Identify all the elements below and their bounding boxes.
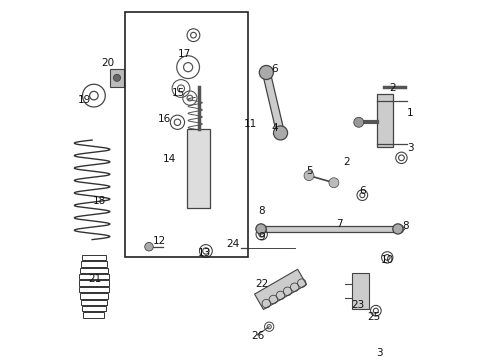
Circle shape (354, 117, 364, 127)
Bar (80, 293, 108, 299)
Bar (82, 306, 106, 311)
Bar (81, 300, 107, 305)
Circle shape (256, 224, 266, 234)
Text: 2: 2 (389, 84, 395, 94)
Bar (79, 274, 109, 279)
Text: 14: 14 (163, 154, 176, 163)
Bar (376, 94, 392, 147)
Bar (79, 287, 109, 292)
Circle shape (259, 66, 273, 80)
Polygon shape (255, 269, 307, 310)
Text: 7: 7 (336, 219, 343, 229)
Text: 24: 24 (226, 239, 240, 249)
Bar (110, 69, 124, 87)
Circle shape (329, 178, 339, 188)
Text: 1: 1 (407, 108, 414, 118)
Text: 11: 11 (245, 119, 258, 129)
Text: 5: 5 (306, 166, 313, 176)
Circle shape (275, 128, 284, 136)
Bar (352, 273, 369, 309)
Circle shape (304, 171, 314, 181)
Text: 2: 2 (343, 157, 349, 167)
Text: 19: 19 (78, 95, 91, 105)
Circle shape (395, 225, 404, 233)
Bar (79, 280, 109, 286)
Text: 6: 6 (271, 64, 277, 74)
Text: 18: 18 (93, 196, 106, 206)
Text: 25: 25 (368, 312, 381, 322)
Text: 3: 3 (376, 348, 383, 358)
Circle shape (114, 74, 121, 81)
Circle shape (273, 126, 288, 140)
Text: 22: 22 (255, 279, 268, 289)
Bar (82, 255, 106, 260)
Circle shape (258, 225, 267, 233)
Text: 12: 12 (153, 237, 167, 246)
Text: 6: 6 (360, 185, 366, 195)
Text: 13: 13 (198, 248, 211, 258)
Text: 9: 9 (259, 232, 265, 242)
Text: 26: 26 (251, 330, 265, 341)
Text: 10: 10 (381, 255, 394, 265)
Text: 8: 8 (402, 221, 409, 231)
Bar (80, 267, 108, 273)
Circle shape (263, 68, 271, 77)
Text: 16: 16 (158, 114, 171, 125)
Text: 8: 8 (259, 206, 265, 216)
Polygon shape (263, 72, 284, 134)
Text: 20: 20 (102, 58, 115, 68)
Text: 23: 23 (351, 300, 364, 310)
Bar (187, 129, 210, 208)
Circle shape (393, 224, 403, 234)
Polygon shape (261, 226, 398, 232)
Bar (83, 312, 104, 318)
Bar (81, 261, 107, 267)
Text: 17: 17 (177, 49, 191, 59)
Text: 15: 15 (172, 88, 185, 98)
Circle shape (145, 242, 153, 251)
Text: 21: 21 (88, 274, 101, 284)
Text: 3: 3 (407, 143, 414, 153)
Text: 4: 4 (271, 123, 278, 132)
